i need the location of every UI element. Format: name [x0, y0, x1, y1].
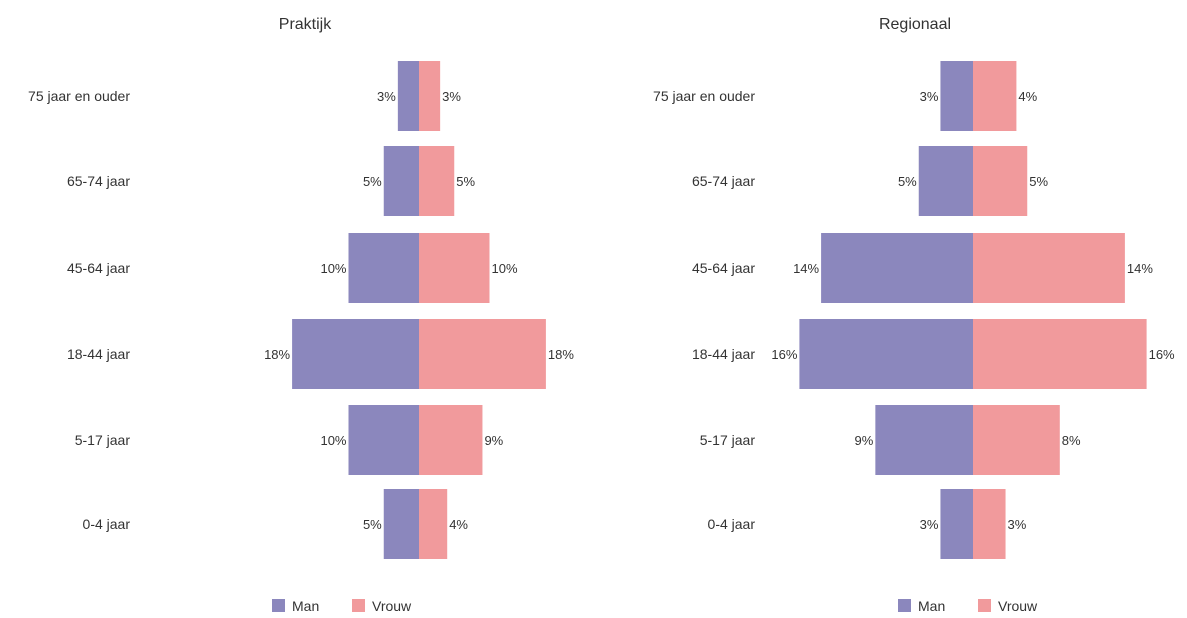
- value-label-man: 9%: [855, 433, 874, 448]
- bar-man: [799, 319, 973, 389]
- category-label: 75 jaar en ouder: [28, 88, 130, 104]
- value-label-man: 3%: [377, 89, 396, 104]
- bar-man: [383, 489, 419, 559]
- category-label: 0-4 jaar: [708, 516, 756, 532]
- praktijk-chart: Praktijk 75 jaar en ouder 3% 3% 65-74 jaar 5%…: [28, 16, 574, 614]
- bar-vrouw: [973, 319, 1147, 389]
- bar-vrouw: [419, 146, 455, 216]
- value-label-vrouw: 18%: [548, 347, 574, 362]
- value-label-man: 10%: [320, 261, 346, 276]
- bar-man: [397, 61, 419, 131]
- regionaal-title: Regionaal: [879, 16, 951, 33]
- value-label-vrouw: 9%: [484, 433, 503, 448]
- bar-man: [940, 61, 973, 131]
- value-label-vrouw: 14%: [1127, 261, 1153, 276]
- regionaal-chart: Regionaal 75 jaar en ouder 3% 4% 65-74 jaar 5…: [653, 16, 1175, 614]
- category-label: 5-17 jaar: [700, 432, 756, 448]
- value-label-vrouw: 5%: [456, 174, 475, 189]
- bar-vrouw: [973, 61, 1017, 131]
- category-label: 5-17 jaar: [75, 432, 131, 448]
- bar-man: [348, 405, 419, 475]
- legend-label-vrouw: Vrouw: [372, 598, 412, 614]
- bar-vrouw: [419, 319, 546, 389]
- bar-vrouw: [419, 405, 483, 475]
- bar-vrouw: [973, 405, 1060, 475]
- bar-vrouw: [419, 233, 490, 303]
- bar-man: [348, 233, 419, 303]
- bar-vrouw: [973, 146, 1028, 216]
- category-label: 75 jaar en ouder: [653, 88, 755, 104]
- bar-man: [875, 405, 973, 475]
- category-label: 45-64 jaar: [67, 260, 130, 276]
- bar-man: [292, 319, 419, 389]
- legend-swatch-man: [898, 599, 911, 612]
- value-label-man: 5%: [363, 517, 382, 532]
- value-label-man: 5%: [898, 174, 917, 189]
- bar-vrouw: [973, 233, 1125, 303]
- value-label-vrouw: 4%: [1018, 89, 1037, 104]
- regionaal-legend: Man Vrouw: [898, 598, 1038, 614]
- value-label-man: 18%: [264, 347, 290, 362]
- category-label: 45-64 jaar: [692, 260, 755, 276]
- praktijk-legend: Man Vrouw: [272, 598, 412, 614]
- legend-label-vrouw: Vrouw: [998, 598, 1038, 614]
- value-label-man: 3%: [920, 89, 939, 104]
- value-label-man: 5%: [363, 174, 382, 189]
- bar-vrouw: [419, 61, 441, 131]
- bar-man: [821, 233, 973, 303]
- praktijk-title: Praktijk: [279, 16, 332, 33]
- legend-swatch-man: [272, 599, 285, 612]
- category-label: 65-74 jaar: [692, 173, 755, 189]
- value-label-man: 3%: [920, 517, 939, 532]
- legend-swatch-vrouw: [352, 599, 365, 612]
- category-label: 18-44 jaar: [692, 346, 755, 362]
- category-label: 65-74 jaar: [67, 173, 130, 189]
- value-label-vrouw: 10%: [492, 261, 518, 276]
- value-label-vrouw: 8%: [1062, 433, 1081, 448]
- bar-man: [940, 489, 973, 559]
- bar-vrouw: [973, 489, 1006, 559]
- category-label: 18-44 jaar: [67, 346, 130, 362]
- value-label-vrouw: 16%: [1149, 347, 1175, 362]
- value-label-vrouw: 3%: [1008, 517, 1027, 532]
- value-label-man: 10%: [320, 433, 346, 448]
- legend-swatch-vrouw: [978, 599, 991, 612]
- value-label-vrouw: 3%: [442, 89, 461, 104]
- value-label-man: 16%: [771, 347, 797, 362]
- value-label-man: 14%: [793, 261, 819, 276]
- value-label-vrouw: 5%: [1029, 174, 1048, 189]
- legend-label-man: Man: [292, 598, 319, 614]
- legend-label-man: Man: [918, 598, 945, 614]
- bar-man: [383, 146, 419, 216]
- bar-man: [918, 146, 973, 216]
- category-label: 0-4 jaar: [83, 516, 131, 532]
- bar-vrouw: [419, 489, 448, 559]
- value-label-vrouw: 4%: [449, 517, 468, 532]
